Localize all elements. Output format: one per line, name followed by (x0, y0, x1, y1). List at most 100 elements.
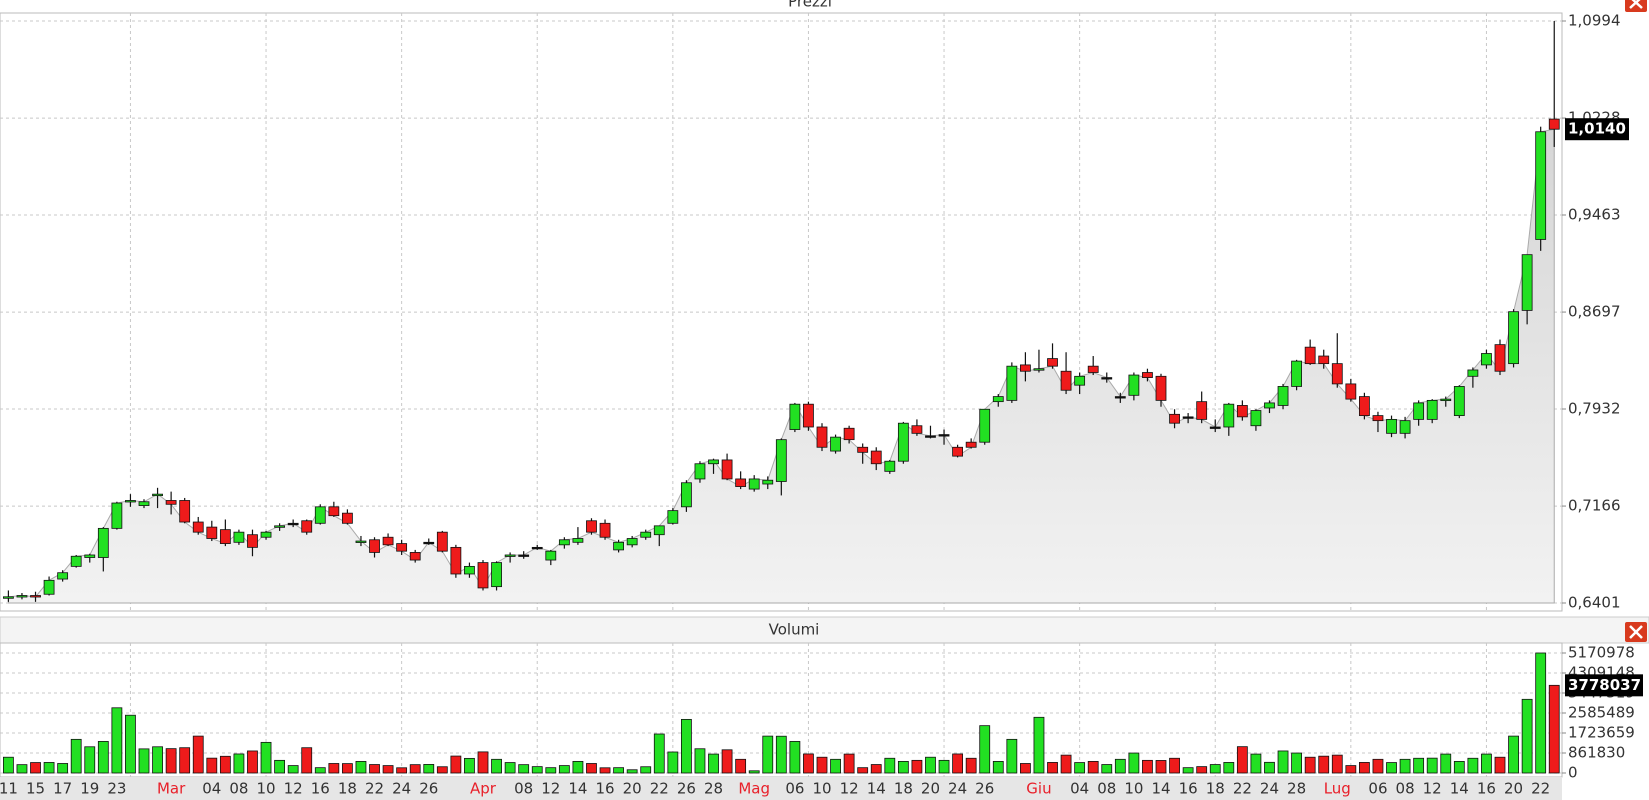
volume-bar (16, 764, 28, 774)
candle-body (382, 536, 394, 546)
candle-body (491, 562, 502, 588)
x-tick-label: 18 (1206, 780, 1225, 798)
volume-bar (735, 758, 747, 774)
candle-body (775, 439, 787, 482)
x-tick-label: 22 (365, 780, 384, 798)
candle-body (870, 450, 882, 465)
candle-body (1196, 401, 1208, 420)
close-area (7, 128, 1555, 604)
y-tick-label: 0 (1568, 764, 1578, 782)
x-tick-label: 10 (256, 780, 275, 798)
volume-bar (165, 748, 177, 774)
x-tick-label: Giu (1026, 780, 1051, 798)
candle-body (681, 482, 692, 508)
candle-body (979, 408, 991, 443)
volume-bar (1060, 754, 1072, 774)
candle-body (328, 506, 340, 517)
y-tick-label: 2585489 (1568, 704, 1635, 722)
x-tick-label: 15 (26, 780, 45, 798)
candle-body (667, 510, 679, 524)
candle-body (369, 539, 380, 553)
volume-bar (1331, 754, 1343, 774)
volume-bar (1196, 766, 1208, 774)
candle-body (287, 522, 299, 526)
candle-body (1087, 365, 1099, 373)
volume-bar (952, 753, 963, 774)
volume-bar (328, 763, 340, 774)
x-tick-label: 14 (1450, 780, 1469, 798)
candle-body (1386, 418, 1397, 434)
candle-body (897, 422, 909, 462)
x-tick-label: 16 (1179, 780, 1198, 798)
candle-body (125, 500, 136, 503)
candle-body (1440, 398, 1452, 402)
candle-body (545, 550, 557, 561)
candle-body (992, 396, 1004, 403)
volume-bar (70, 738, 82, 774)
y-tick-label: 0,6401 (1568, 594, 1621, 612)
x-tick-label: 28 (1287, 780, 1306, 798)
volume-bar (599, 767, 611, 774)
volume-bar (138, 748, 150, 774)
x-tick-label: 08 (229, 780, 248, 798)
x-tick-label: 20 (1504, 780, 1523, 798)
candle-body (803, 403, 814, 428)
x-tick-label: 08 (514, 780, 533, 798)
volume-bar (1399, 758, 1411, 774)
volume-bar (1481, 753, 1492, 774)
volume-bar (721, 749, 733, 774)
volume-bar (1386, 762, 1397, 774)
candle-body (1074, 375, 1086, 386)
candle-body (1128, 374, 1140, 396)
volume-bar (925, 756, 936, 774)
candle-body (925, 435, 936, 438)
volume-bar (247, 750, 258, 774)
candle-body (1060, 370, 1072, 391)
volume-bar (965, 757, 977, 774)
x-tick-label: 17 (53, 780, 72, 798)
x-tick-label: 10 (1124, 780, 1143, 798)
volume-bar (125, 714, 136, 774)
volume-bar (1467, 757, 1479, 774)
volume-bar (1345, 765, 1357, 774)
volume-bar (1521, 698, 1533, 774)
candle-body (640, 531, 652, 538)
candle-body (613, 541, 624, 551)
candle-body (1182, 416, 1194, 419)
volume-bar (545, 767, 557, 774)
candle-body (518, 554, 530, 557)
candle-body (314, 506, 326, 524)
volume-bar (1223, 762, 1235, 774)
candle-body (1467, 369, 1479, 377)
current-price-label: 1,0140 (1568, 120, 1626, 138)
candle-body (1169, 413, 1180, 424)
x-tick-label: 24 (1260, 780, 1279, 798)
volume-bar (1142, 759, 1153, 774)
volume-bar (219, 755, 231, 774)
candle-body (1318, 355, 1330, 365)
x-tick-label: 16 (595, 780, 614, 798)
volume-bar (789, 741, 801, 774)
candle-body (1535, 131, 1547, 240)
volume-bar (1250, 753, 1262, 774)
close-button[interactable] (1625, 0, 1647, 12)
volume-bar (694, 748, 706, 774)
x-tick-label: 16 (311, 780, 330, 798)
volume-bar (748, 770, 760, 774)
volume-bar (1074, 762, 1086, 774)
x-tick-label: Lug (1324, 780, 1351, 798)
close-button[interactable] (1625, 622, 1647, 642)
candle-body (1331, 363, 1343, 385)
x-tick-label: 10 (812, 780, 831, 798)
candle-body (1250, 410, 1262, 427)
volume-bar (1318, 755, 1330, 774)
x-tick-label: 22 (650, 780, 669, 798)
candle-body (1508, 311, 1519, 365)
volume-bar (111, 707, 123, 774)
volume-bar (233, 753, 245, 774)
candle-body (748, 478, 760, 490)
volume-bar (586, 763, 597, 774)
volume-bar (396, 767, 408, 774)
x-tick-label: 12 (840, 780, 859, 798)
volume-bar (979, 725, 991, 774)
